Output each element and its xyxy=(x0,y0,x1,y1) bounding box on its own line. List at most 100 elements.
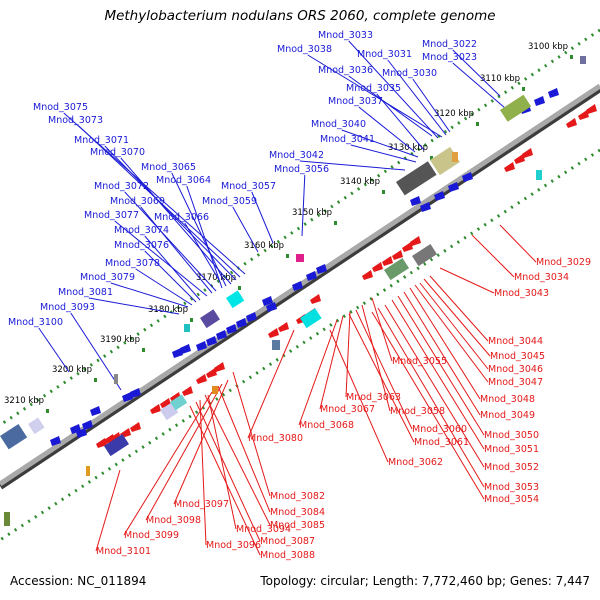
scale-tick xyxy=(238,286,241,290)
gene-label-reverse: Mnod_3050 xyxy=(484,430,539,441)
feature-block xyxy=(169,394,188,411)
forward-gene-arrow xyxy=(90,406,101,416)
leader-line xyxy=(384,304,485,468)
figure-title: Methylobacterium nodulans ORS 2060, comp… xyxy=(104,8,496,24)
scale-tick xyxy=(570,55,573,59)
feature-block xyxy=(200,309,220,329)
scale-label: 3100 kbp xyxy=(528,42,568,52)
forward-gene-arrow xyxy=(548,88,559,98)
gene-label-forward: Mnod_3069 xyxy=(110,196,165,207)
feature-block xyxy=(500,94,532,122)
gene-label-reverse: Mnod_3085 xyxy=(270,520,325,531)
gene-label-reverse: Mnod_3067 xyxy=(320,404,375,415)
gene-label-reverse: Mnod_3052 xyxy=(484,462,539,473)
leader-line xyxy=(38,327,70,373)
forward-gene-arrow xyxy=(206,336,217,346)
gene-label-forward: Mnod_3071 xyxy=(74,135,129,146)
leader-line xyxy=(452,62,506,109)
leader-line xyxy=(350,144,417,163)
scale-label: 3160 kbp xyxy=(244,241,284,251)
feature-block xyxy=(0,424,28,450)
forward-gene-labels: Mnod_3033 Mnod_3022 Mnod_3038 Mnod_3031 Mnod… xyxy=(8,30,477,328)
scale-label: 3130 kbp xyxy=(388,143,428,153)
leader-line xyxy=(377,307,485,488)
feature-block xyxy=(225,290,245,309)
gene-label-forward: Mnod_3056 xyxy=(274,164,329,175)
forward-gene-arrow xyxy=(266,302,277,312)
scale-label: 3170 kbp xyxy=(196,273,236,283)
reverse-gene-arrow xyxy=(410,236,421,246)
scale-tick xyxy=(142,348,145,352)
gene-label-reverse: Mnod_3080 xyxy=(248,433,303,444)
forward-gene-arrow xyxy=(180,344,191,354)
reverse-gene-arrow xyxy=(372,262,383,272)
forward-gene-arrow xyxy=(196,341,207,351)
leader-line xyxy=(423,278,491,357)
scale-label: 3140 kbp xyxy=(340,177,380,187)
leader-line xyxy=(140,206,213,294)
scale-tick xyxy=(94,378,97,382)
leader-line xyxy=(376,93,425,151)
leader-line xyxy=(471,234,515,278)
scale-label: 3120 kbp xyxy=(434,109,474,119)
topology-label: Topology: circular; Length: 7,772,460 bp… xyxy=(260,574,590,588)
gene-label-forward: Mnod_3023 xyxy=(422,52,477,63)
forward-gene-arrow xyxy=(262,296,273,306)
scale-label: 3210 kbp xyxy=(4,396,44,406)
leader-line xyxy=(419,282,489,370)
gene-label-forward: Mnod_3074 xyxy=(114,225,169,236)
reverse-gene-arrow xyxy=(382,256,393,266)
leader-line xyxy=(195,401,261,542)
leader-line xyxy=(217,385,271,513)
leader-line xyxy=(348,75,433,137)
feature-block xyxy=(296,254,304,262)
leader-line xyxy=(298,319,338,426)
leader-line xyxy=(186,185,223,289)
leader-line xyxy=(247,329,295,439)
feature-block xyxy=(114,374,118,384)
leader-line xyxy=(329,329,389,463)
gene-label-reverse: Mnod_3051 xyxy=(484,444,539,455)
reverse-gene-arrow xyxy=(182,386,193,396)
scale-label: 3180 kbp xyxy=(148,305,188,315)
gene-label-forward: Mnod_3081 xyxy=(58,287,113,298)
gene-label-forward: Mnod_3073 xyxy=(48,115,103,126)
forward-gene-arrow xyxy=(76,428,87,438)
leader-line xyxy=(145,383,223,521)
feature-block xyxy=(86,466,90,476)
reverse-gene-arrow xyxy=(566,118,577,128)
scale-label: 3110 kbp xyxy=(480,74,520,84)
leader-line xyxy=(123,391,213,536)
gene-label-reverse: Mnod_3087 xyxy=(260,536,315,547)
forward-gene-arrow xyxy=(216,330,227,340)
leader-line xyxy=(88,297,180,315)
feature-block xyxy=(104,434,129,457)
reverse-gene-labels: Mnod_3029 Mnod_3034 Mnod_3043 Mnod_3044 Mnod… xyxy=(96,257,591,561)
gene-label-forward: Mnod_3038 xyxy=(277,44,332,55)
forward-leader-lines xyxy=(38,40,506,391)
forward-gene-arrow xyxy=(292,281,303,291)
reverse-leader-lines xyxy=(95,224,537,556)
gene-label-reverse: Mnod_3097 xyxy=(174,499,229,510)
forward-gene-arrow xyxy=(246,312,257,322)
gene-label-reverse: Mnod_3063 xyxy=(346,392,401,403)
leader-line xyxy=(307,54,443,138)
reverse-gene-arrow xyxy=(392,250,403,260)
gene-label-forward: Mnod_3033 xyxy=(318,30,373,41)
forward-gene-arrow xyxy=(130,388,141,398)
scale-tick xyxy=(46,409,49,413)
leader-line xyxy=(387,59,447,136)
gene-label-forward: Mnod_3037 xyxy=(328,96,383,107)
scale-tick xyxy=(286,254,289,258)
leader-line xyxy=(124,191,217,292)
gene-label-reverse: Mnod_3098 xyxy=(146,515,201,526)
reverse-gene-arrow xyxy=(522,148,533,158)
feature-block xyxy=(452,152,458,162)
gene-label-reverse: Mnod_3048 xyxy=(480,394,535,405)
forward-gene-arrow xyxy=(306,271,317,281)
gene-label-forward: Mnod_3064 xyxy=(156,175,211,186)
gene-label-reverse: Mnod_3054 xyxy=(484,494,539,505)
gene-label-forward: Mnod_3022 xyxy=(422,39,477,50)
leader-line xyxy=(345,311,351,398)
